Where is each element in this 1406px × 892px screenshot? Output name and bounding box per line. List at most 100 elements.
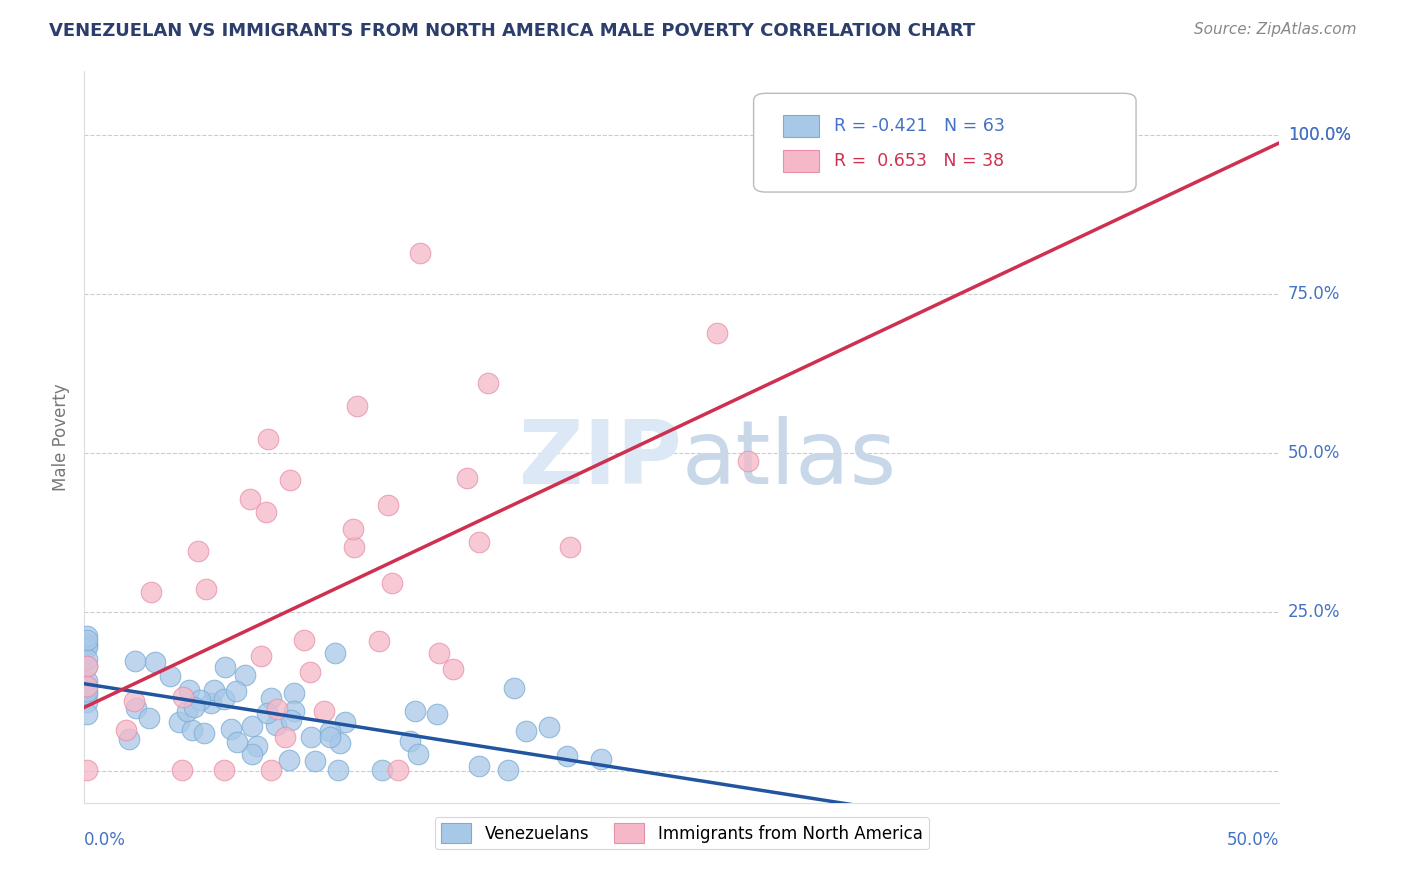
Point [264,718,287,732]
Point [183,700,205,714]
Point [114,723,136,737]
Point [76,679,98,693]
Point [299,730,322,744]
Text: VENEZUELAN VS IMMIGRANTS FROM NORTH AMERICA MALE POVERTY CORRELATION CHART: VENEZUELAN VS IMMIGRANTS FROM NORTH AMER… [49,22,976,40]
Point [441,662,464,676]
FancyBboxPatch shape [754,94,1136,192]
Point [408,747,430,761]
Point [398,734,420,748]
Point [266,702,288,716]
Point [246,739,269,753]
Point [259,764,281,778]
Point [318,730,340,744]
Text: 25.0%: 25.0% [1288,603,1340,621]
Text: 0.0%: 0.0% [84,830,127,848]
Legend: Venezuelans, Immigrants from North America: Venezuelans, Immigrants from North Ameri… [434,817,929,849]
Point [304,754,326,768]
Point [139,585,162,599]
Point [76,652,98,666]
Point [240,719,263,733]
Point [408,246,430,260]
Point [426,707,449,722]
Point [256,706,278,720]
Point [254,505,277,519]
Point [319,724,342,739]
Point [558,540,581,554]
Point [76,764,98,778]
Text: 75.0%: 75.0% [1288,285,1340,303]
Point [277,753,299,767]
Point [503,681,526,695]
Point [368,633,391,648]
Point [118,731,141,746]
Point [76,658,98,673]
Point [371,764,394,778]
Text: 100.0%: 100.0% [1288,126,1351,144]
Point [250,648,273,663]
Point [299,665,322,679]
Point [257,432,280,446]
Point [456,471,478,485]
Point [212,691,235,706]
Point [176,704,198,718]
Text: ZIP: ZIP [519,416,682,502]
Point [292,632,315,647]
Text: R = -0.421   N = 63: R = -0.421 N = 63 [834,117,1004,136]
Point [193,726,215,740]
Point [76,640,98,654]
Text: 100.0%: 100.0% [1288,126,1351,144]
Point [76,633,98,648]
Point [172,690,194,705]
Point [76,695,98,709]
Point [239,491,262,506]
Point [219,722,242,736]
Point [202,683,225,698]
Point [226,735,249,749]
Point [143,655,166,669]
Point [170,764,193,778]
Point [169,715,191,730]
Point [343,540,366,554]
Point [187,543,209,558]
Point [427,646,450,660]
Point [76,629,98,643]
Point [737,454,759,468]
Point [387,764,409,778]
Point [515,724,537,739]
Point [274,730,297,744]
Point [706,326,728,340]
Point [76,684,98,698]
Point [122,694,145,708]
Point [159,669,181,683]
Text: 50.0%: 50.0% [1227,830,1279,848]
Point [76,707,98,722]
Point [496,764,519,778]
Point [76,636,98,650]
Point [233,668,256,682]
Point [537,720,560,734]
Point [138,711,160,725]
Point [76,687,98,701]
Text: 50.0%: 50.0% [1288,444,1340,462]
Point [240,747,263,762]
Point [342,522,364,536]
Point [125,701,148,715]
Point [190,692,212,706]
Point [280,713,302,727]
Point [333,715,356,730]
Point [377,498,399,512]
Point [212,764,235,778]
Point [124,654,146,668]
Point [555,749,578,764]
Point [404,704,426,718]
Point [180,723,202,737]
Point [283,705,305,719]
Point [381,575,404,590]
Point [214,659,236,673]
Text: atlas: atlas [682,416,897,502]
Point [283,685,305,699]
Text: Source: ZipAtlas.com: Source: ZipAtlas.com [1194,22,1357,37]
Point [76,674,98,689]
Point [468,535,491,549]
Point [589,752,612,766]
